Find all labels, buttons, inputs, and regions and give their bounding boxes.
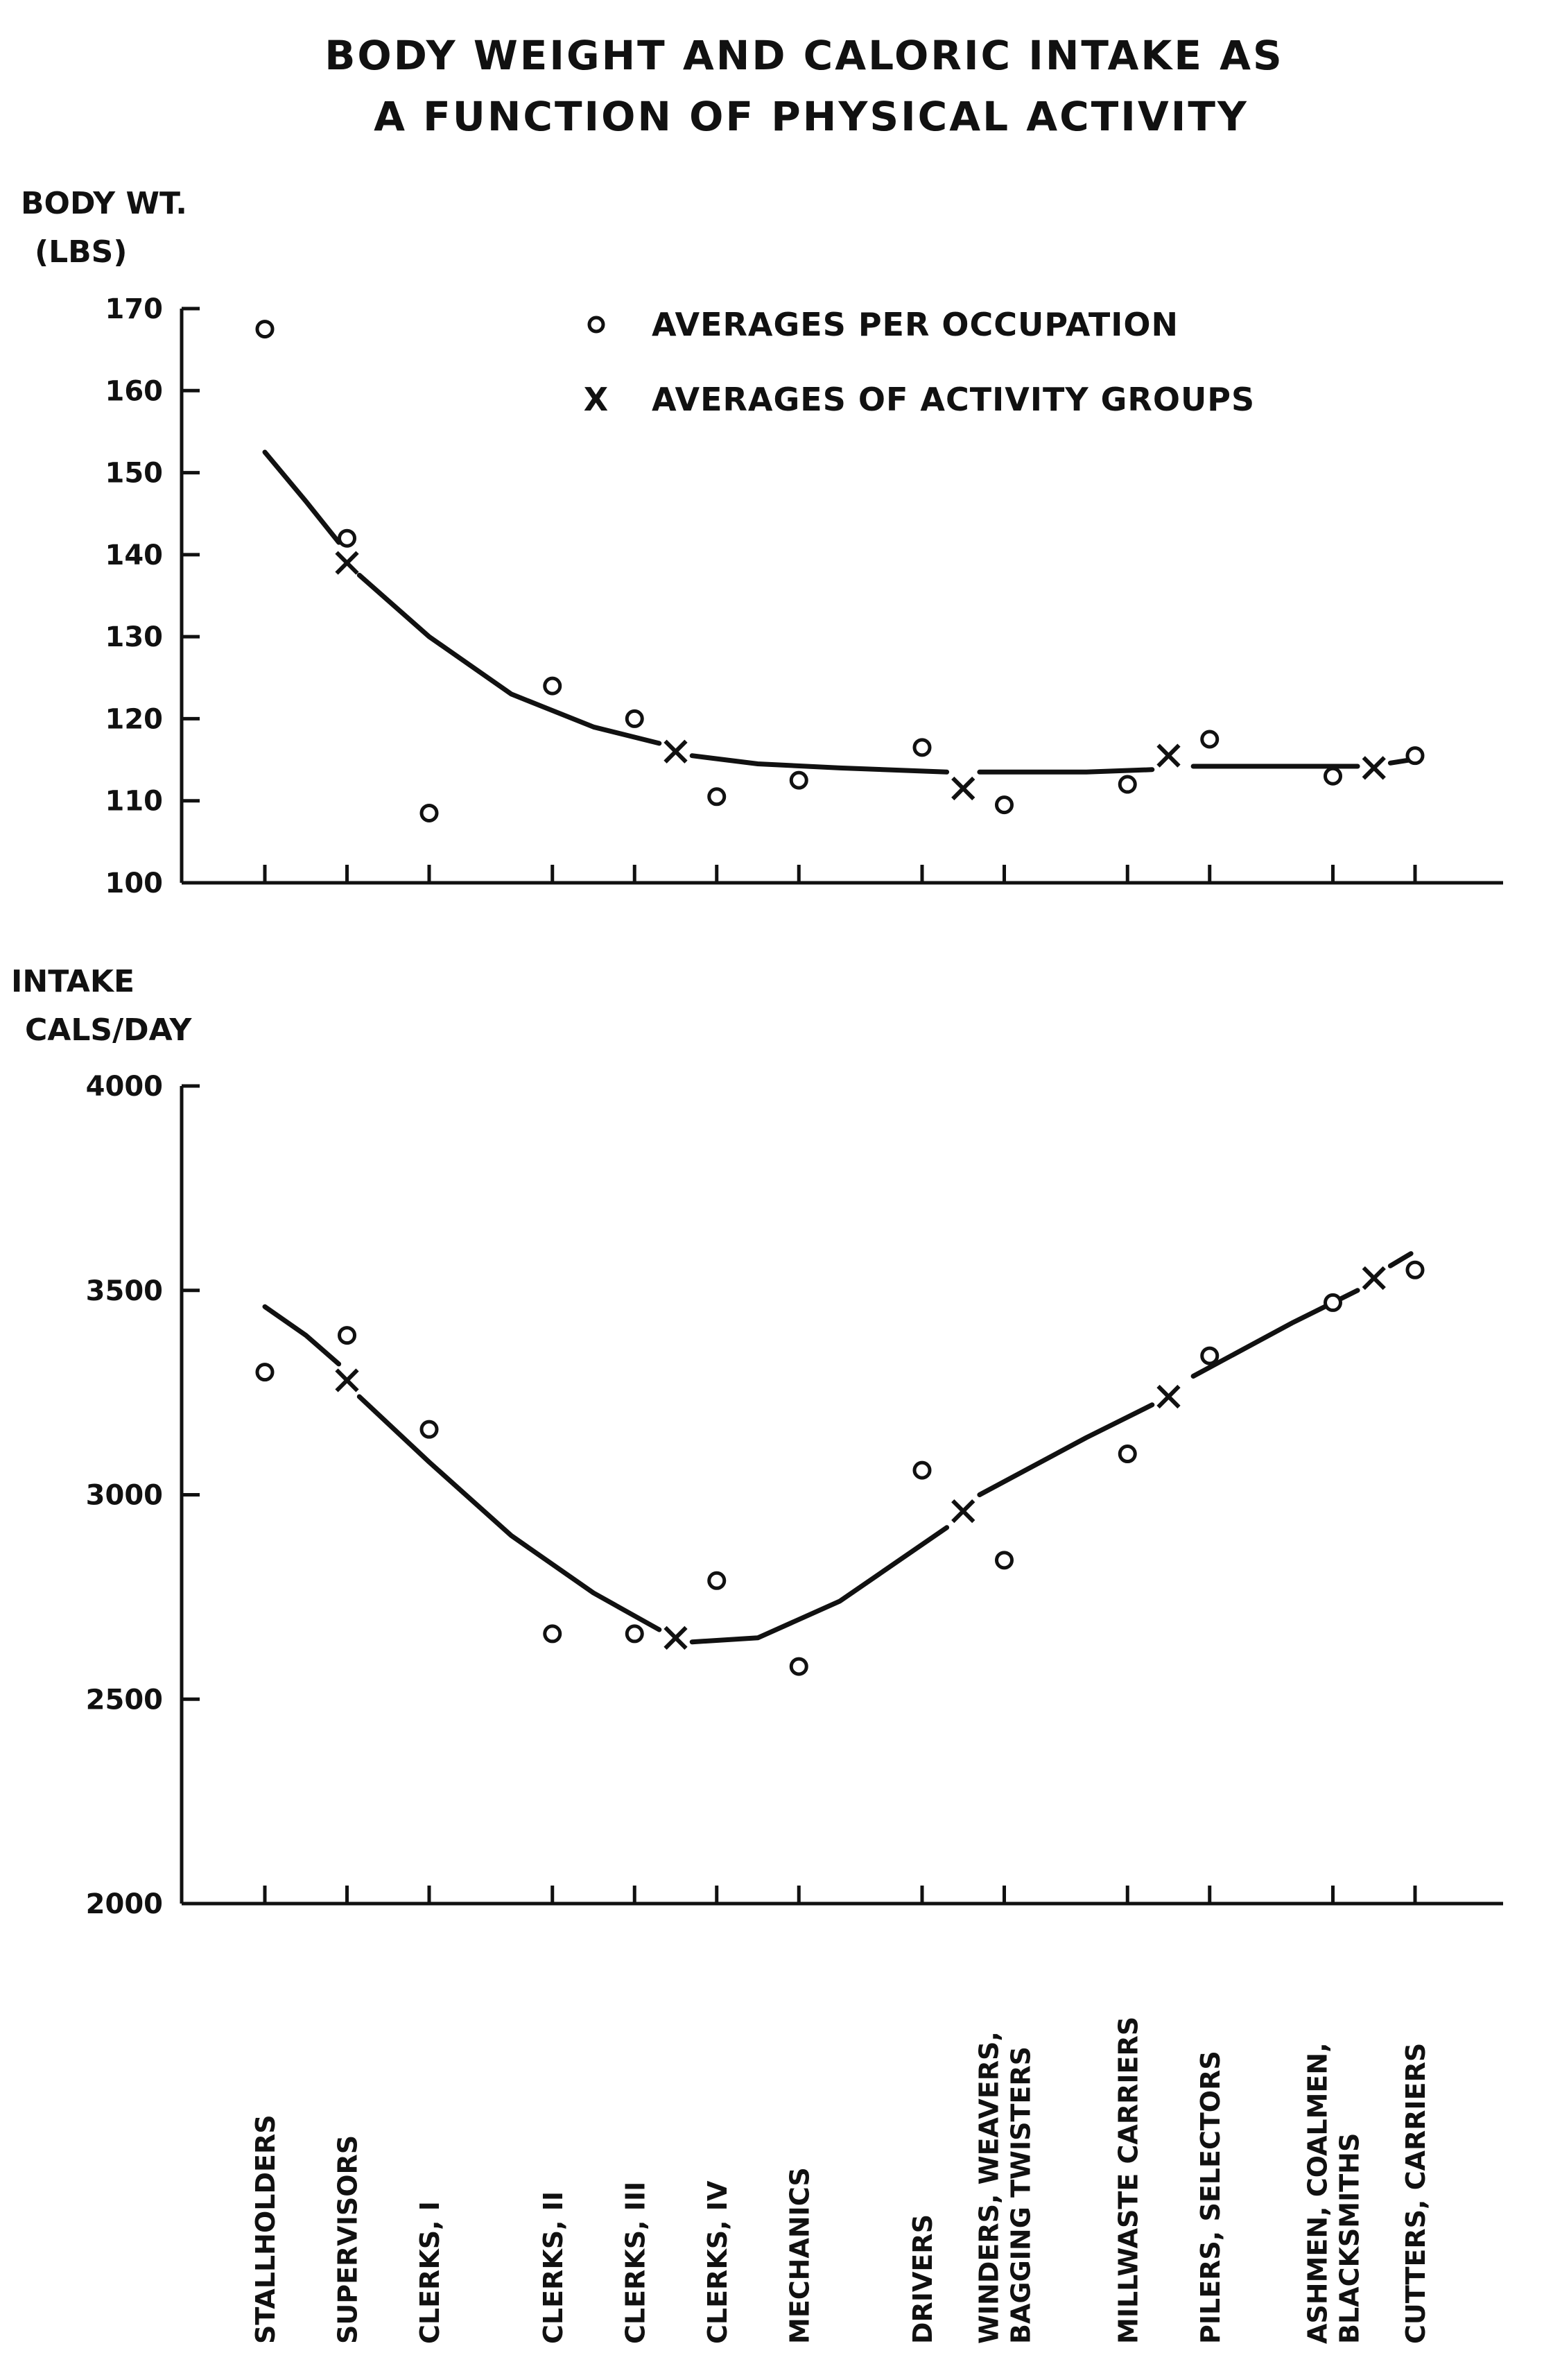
activity-group-average-point xyxy=(1156,743,1181,768)
activity-group-average-point xyxy=(335,551,359,575)
y-axis-title-line2: CALS/DAY xyxy=(25,1012,193,1048)
category-label: BLACKSMITHS xyxy=(1335,2133,1365,2344)
activity-group-average-point xyxy=(663,739,688,764)
occupation-average-point xyxy=(625,709,644,728)
category-label: MECHANICS xyxy=(784,2167,815,2344)
x-marker-stroke xyxy=(335,1368,359,1392)
occupation-average-point xyxy=(1200,1346,1220,1365)
y-axis-title-line2: (LBS) xyxy=(35,234,127,270)
x-marker-stroke xyxy=(951,1499,975,1524)
category-label: STALLHOLDERS xyxy=(250,2114,281,2344)
trend-line-segment xyxy=(1387,1251,1414,1268)
occupation-average-point xyxy=(707,787,727,807)
occupation-average-point xyxy=(338,1326,356,1345)
occupation-average-point xyxy=(255,320,275,339)
category-label: CLERKS, IV xyxy=(702,2180,733,2344)
activity-group-average-point xyxy=(1156,1384,1181,1409)
occupation-average-point xyxy=(912,1460,932,1480)
activity-group-average-point xyxy=(951,1499,975,1524)
x-marker-stroke xyxy=(335,551,359,575)
legend: AVERAGES PER OCCUPATION X AVERAGES OF AC… xyxy=(584,306,1255,418)
y-tick-label: 2500 xyxy=(86,1684,163,1716)
occupation-average-point xyxy=(1405,1260,1425,1279)
legend-occupation-marker xyxy=(587,316,605,334)
category-label: SUPERVISORS xyxy=(333,2135,363,2344)
occupation-average-point xyxy=(1405,746,1425,766)
body-weight-panel: BODY WT. (LBS) 100 110 120 130 140 150 160 170 xyxy=(21,186,1503,899)
activity-group-average-point xyxy=(1362,1266,1386,1291)
legend-group-label: AVERAGES OF ACTIVITY GROUPS xyxy=(652,381,1255,418)
category-label: CLERKS, II xyxy=(538,2191,569,2344)
y-tick-label: 170 xyxy=(105,293,164,325)
activity-group-average-point xyxy=(663,1626,688,1650)
occupation-average-point xyxy=(543,1624,562,1644)
y-tick-label: 110 xyxy=(105,786,164,818)
occupation-average-point xyxy=(1200,730,1220,749)
occupation-average-point xyxy=(255,1363,275,1382)
occupation-average-point xyxy=(1118,775,1137,794)
caloric-intake-panel: INTAKE CALS/DAY 2000 2500 3000 3500 4000 xyxy=(11,964,1503,1920)
y-tick-label: 130 xyxy=(105,621,164,653)
y-axis-title-line1: INTAKE xyxy=(11,964,135,999)
y-tick-label: 3000 xyxy=(86,1480,163,1512)
category-label: DRIVERS xyxy=(908,2214,938,2344)
y-tick-label: 120 xyxy=(105,703,164,735)
x-marker-stroke xyxy=(1362,756,1386,780)
category-labels: STALLHOLDERS SUPERVISORS CLERKS, I CLERKS, … xyxy=(250,2017,1431,2344)
y-tick-label: 3500 xyxy=(86,1275,163,1307)
x-marker-stroke xyxy=(1156,743,1181,768)
trend-line-segment xyxy=(689,1525,950,1645)
occupation-average-point xyxy=(707,1571,727,1590)
y-tick-label: 2000 xyxy=(86,1888,163,1920)
legend-group-marker: X xyxy=(584,381,609,418)
chart-subtitle: A FUNCTION OF PHYSICAL ACTIVITY xyxy=(374,93,1249,140)
trend-line-segment xyxy=(262,449,342,545)
activity-group-average-point xyxy=(951,776,975,801)
category-label: CLERKS, I xyxy=(415,2201,445,2344)
trend-line-segment xyxy=(356,1394,662,1632)
occupation-average-point xyxy=(995,795,1014,815)
category-label: ASHMEN, COALMEN, xyxy=(1303,2042,1333,2344)
occupation-average-point xyxy=(1118,1445,1137,1464)
occupation-average-point xyxy=(1324,766,1342,786)
occupation-average-point xyxy=(1324,1293,1342,1312)
trend-line-segment xyxy=(689,753,950,775)
y-tick-label: 160 xyxy=(105,375,164,407)
chart-title: BODY WEIGHT AND CALORIC INTAKE AS xyxy=(324,32,1284,79)
trend-line-segment xyxy=(977,767,1155,775)
activity-group-average-point xyxy=(1362,756,1386,780)
occupation-average-point xyxy=(338,528,356,548)
y-tick-label: 150 xyxy=(105,458,164,490)
category-label: WINDERS, WEAVERS, xyxy=(974,2031,1005,2344)
occupation-average-point xyxy=(419,1420,439,1439)
occupation-average-point xyxy=(419,803,439,822)
occupation-average-point xyxy=(543,676,562,696)
trend-line-segment xyxy=(356,572,662,746)
occupation-average-point xyxy=(789,1657,808,1676)
x-marker-stroke xyxy=(951,776,975,801)
occupation-average-point xyxy=(789,770,808,790)
occupation-average-point xyxy=(995,1551,1014,1570)
category-label: BAGGING TWISTERS xyxy=(1006,2046,1036,2344)
category-label: CLERKS, III xyxy=(620,2182,650,2344)
y-axis-title-line1: BODY WT. xyxy=(21,186,187,221)
x-marker-stroke xyxy=(663,1626,688,1650)
trend-line-segment xyxy=(977,1402,1155,1497)
activity-group-average-point xyxy=(335,1368,359,1392)
occupation-average-point xyxy=(625,1624,644,1644)
x-marker-stroke xyxy=(663,739,688,764)
x-marker-stroke xyxy=(1156,1384,1181,1409)
category-label: CUTTERS, CARRIERS xyxy=(1400,2043,1431,2344)
occupation-average-point xyxy=(912,738,932,757)
y-tick-label: 100 xyxy=(105,868,164,899)
category-label: MILLWASTE CARRIERS xyxy=(1113,2017,1143,2344)
legend-occupation-label: AVERAGES PER OCCUPATION xyxy=(652,306,1179,343)
y-tick-label: 140 xyxy=(105,540,164,571)
trend-line-segment xyxy=(262,1304,342,1367)
x-marker-stroke xyxy=(1362,1266,1386,1291)
category-label: PILERS, SELECTORS xyxy=(1195,2051,1226,2344)
y-tick-label: 4000 xyxy=(86,1071,163,1103)
